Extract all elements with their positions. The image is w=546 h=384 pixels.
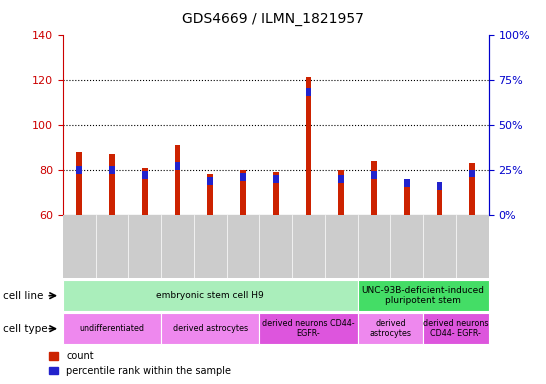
Bar (273, 175, 278, 183)
Text: derived neurons CD44-
EGFR-: derived neurons CD44- EGFR- (262, 319, 355, 338)
Text: derived neurons
CD44- EGFR-: derived neurons CD44- EGFR- (423, 319, 489, 338)
Bar (306, 88, 311, 96)
Bar (437, 182, 442, 190)
Text: derived astrocytes: derived astrocytes (173, 324, 248, 333)
Bar (175, 162, 180, 170)
Bar (404, 179, 410, 215)
Text: embryonic stem cell H9: embryonic stem cell H9 (156, 291, 264, 300)
Bar (76, 166, 82, 174)
Bar (175, 145, 180, 215)
Bar (240, 173, 246, 181)
Bar (371, 161, 377, 215)
Bar (470, 170, 475, 177)
Bar (240, 170, 246, 215)
Text: derived
astrocytes: derived astrocytes (370, 319, 411, 338)
Bar (207, 174, 213, 215)
Text: cell line: cell line (3, 291, 43, 301)
Bar (437, 188, 442, 215)
Bar (76, 152, 82, 215)
Bar (109, 154, 115, 215)
Bar (470, 163, 475, 215)
Bar (142, 171, 147, 179)
Bar (273, 172, 278, 215)
Text: GDS4669 / ILMN_1821957: GDS4669 / ILMN_1821957 (182, 12, 364, 25)
Bar (371, 171, 377, 179)
Legend: count, percentile rank within the sample: count, percentile rank within the sample (49, 351, 231, 376)
Bar (339, 175, 344, 183)
Bar (306, 78, 311, 215)
Text: UNC-93B-deficient-induced
pluripotent stem: UNC-93B-deficient-induced pluripotent st… (361, 286, 485, 305)
Bar (339, 170, 344, 215)
Bar (142, 168, 147, 215)
Bar (207, 177, 213, 185)
Text: undifferentiated: undifferentiated (79, 324, 145, 333)
Bar (404, 179, 410, 187)
Bar (109, 166, 115, 174)
Text: cell type: cell type (3, 324, 48, 334)
